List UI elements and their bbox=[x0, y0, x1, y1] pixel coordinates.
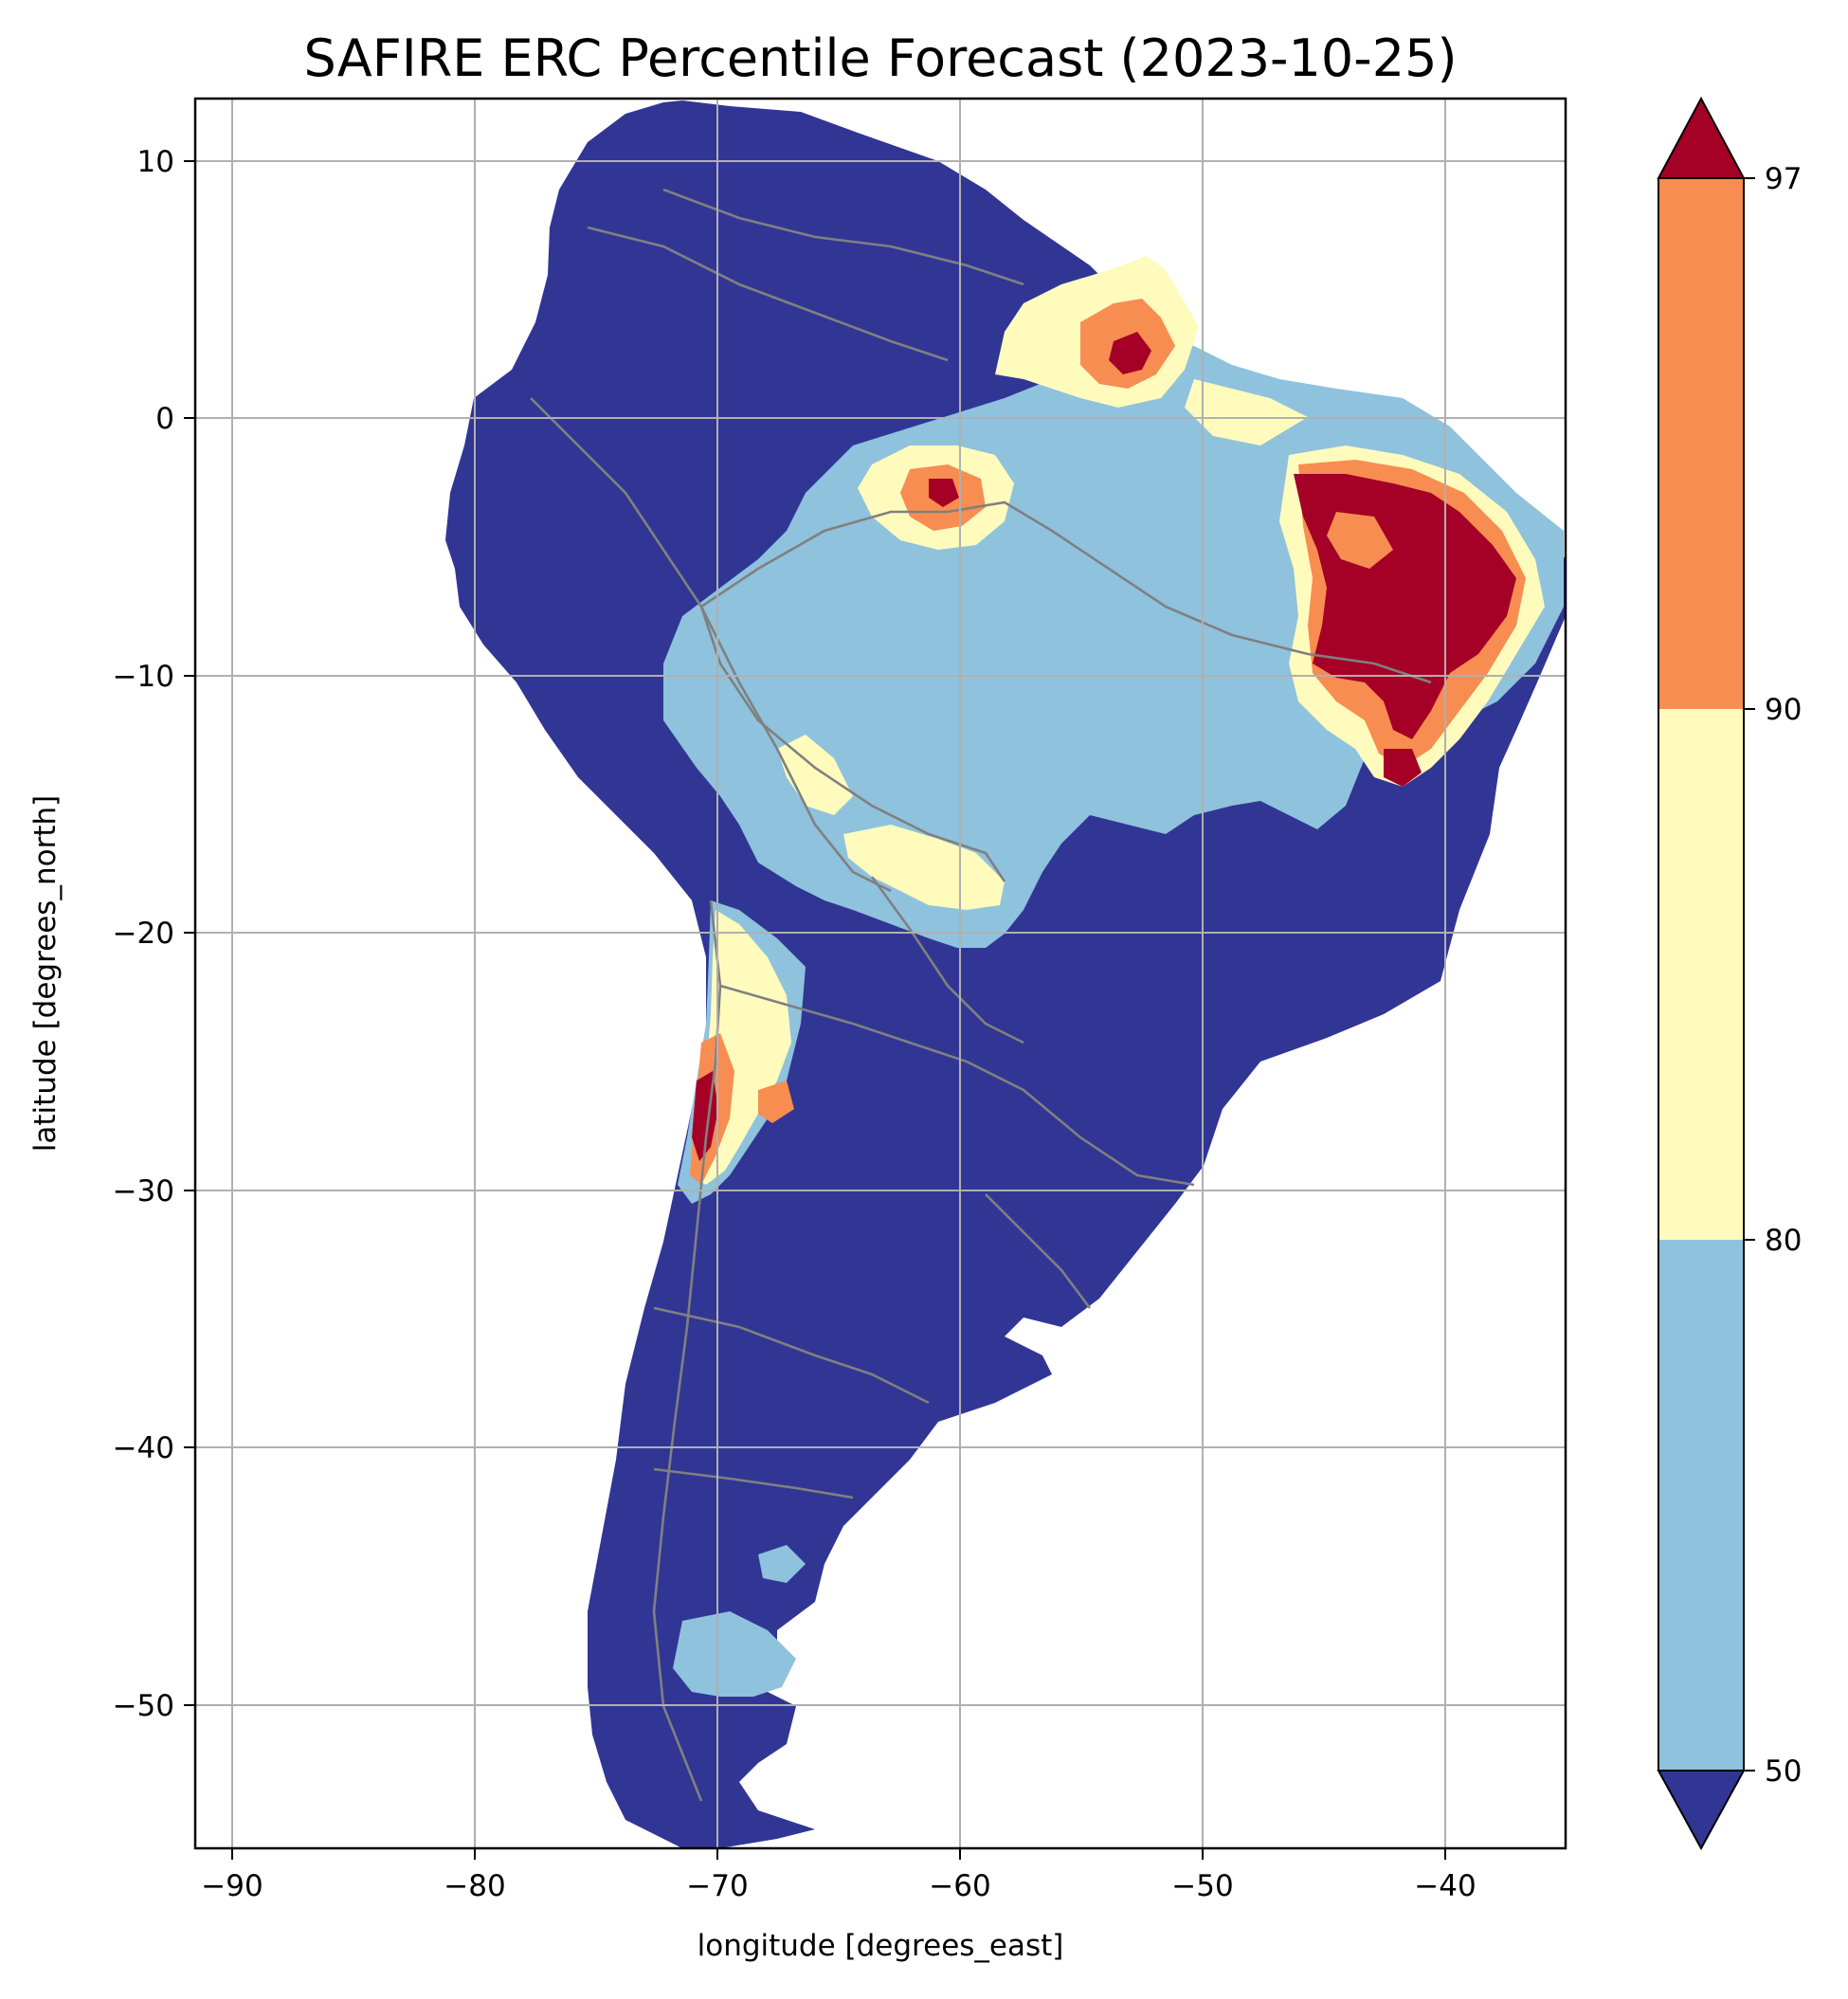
colombia-border bbox=[587, 226, 949, 362]
colorbar-tick-label: 50 bbox=[1765, 1754, 1802, 1789]
central-amazon-peak-region bbox=[929, 479, 959, 507]
argentina-inner-border bbox=[719, 984, 1195, 1187]
y-tick-label: −30 bbox=[113, 1174, 174, 1208]
colorbar-extend-min bbox=[1657, 1770, 1746, 1851]
venezuela-border bbox=[662, 188, 1024, 286]
andes-east-region bbox=[758, 1081, 794, 1123]
brazil-border bbox=[700, 500, 1432, 684]
colorbar-tick-label: 80 bbox=[1765, 1224, 1802, 1258]
patagonia-border bbox=[653, 1306, 930, 1405]
y-tick-labels: 10 0 −10 −20 −30 −40 −50 bbox=[113, 145, 174, 1723]
x-axis bbox=[231, 1848, 1446, 1860]
x-tick-label: −70 bbox=[686, 1869, 748, 1903]
chaco-region bbox=[843, 825, 1005, 910]
colorbar-extend-max bbox=[1657, 96, 1746, 179]
y-tick-label: 10 bbox=[137, 145, 174, 179]
patagonia-south-border bbox=[653, 1467, 854, 1499]
bolivia-border bbox=[699, 606, 892, 893]
x-tick-label: −60 bbox=[929, 1869, 990, 1903]
x-tick-label: −90 bbox=[201, 1869, 263, 1903]
amapa-peak-region bbox=[1109, 332, 1151, 374]
colorbar-bin-90-97 bbox=[1658, 178, 1744, 709]
gridlines bbox=[195, 99, 1566, 1848]
plot-frame bbox=[193, 97, 1567, 1850]
brazil-west-border bbox=[699, 606, 1006, 882]
northeast-brazil-south-region bbox=[1384, 749, 1422, 787]
y-tick-label: −20 bbox=[113, 917, 174, 951]
y-axis-label: latitude [degrees_north] bbox=[28, 795, 63, 1152]
y-tick-label: −40 bbox=[113, 1431, 174, 1465]
patagonia-north-region bbox=[758, 1545, 806, 1583]
colorbar-frame bbox=[1658, 177, 1745, 1772]
paraguay-border bbox=[870, 876, 1024, 1045]
x-tick-label: −50 bbox=[1171, 1869, 1233, 1903]
colorbar-tick-label: 90 bbox=[1765, 693, 1802, 727]
ne-coast-region bbox=[1185, 379, 1308, 445]
northeast-brazil-hole-region bbox=[1327, 512, 1393, 569]
y-tick-label: −10 bbox=[113, 660, 174, 694]
colorbar-tick-label: 97 bbox=[1765, 162, 1802, 196]
patagonia-region bbox=[673, 1611, 796, 1697]
colorbar: 97 90 80 50 bbox=[1657, 96, 1802, 1851]
chart-title: SAFIRE ERC Percentile Forecast (2023-10-… bbox=[303, 28, 1457, 88]
x-axis-label: longitude [degrees_east] bbox=[698, 1929, 1064, 1963]
y-tick-label: 0 bbox=[155, 402, 174, 436]
y-axis bbox=[184, 160, 195, 1706]
pantanal-region bbox=[777, 735, 853, 815]
x-tick-label: −40 bbox=[1414, 1869, 1476, 1903]
colorbar-bin-80-90 bbox=[1658, 709, 1744, 1240]
colorbar-bin-50-80 bbox=[1658, 1240, 1744, 1771]
plot-area bbox=[193, 97, 1567, 1850]
uruguay-border bbox=[985, 1193, 1092, 1309]
y-tick-label: −50 bbox=[113, 1689, 174, 1723]
x-tick-labels: −90 −80 −70 −60 −50 −40 bbox=[201, 1869, 1476, 1903]
x-tick-label: −80 bbox=[444, 1869, 505, 1903]
land-fill bbox=[445, 100, 1566, 1848]
peru-border bbox=[530, 397, 703, 608]
